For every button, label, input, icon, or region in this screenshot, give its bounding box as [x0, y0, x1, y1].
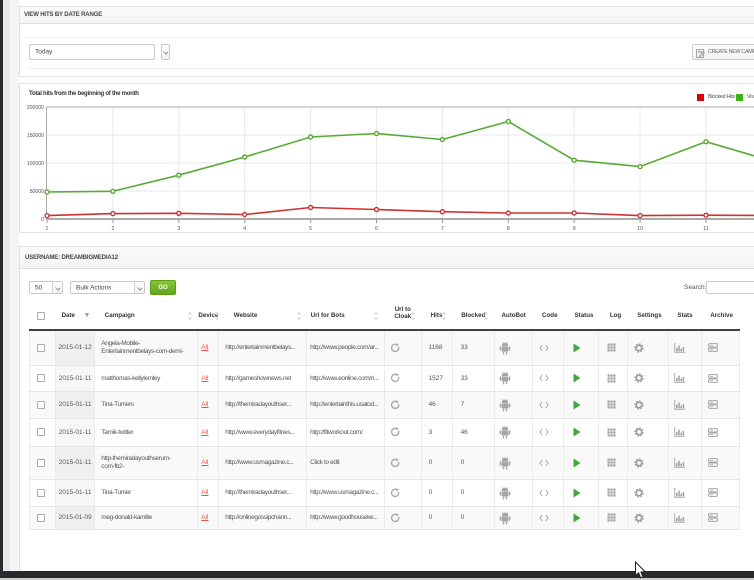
svg-text:8: 8: [507, 226, 510, 232]
svg-text:10: 10: [637, 226, 643, 232]
svg-text:0: 0: [41, 217, 44, 223]
svg-text:7: 7: [441, 226, 444, 232]
svg-text:150000: 150000: [27, 133, 44, 139]
svg-text:4: 4: [243, 226, 246, 232]
svg-text:50000: 50000: [30, 189, 45, 195]
svg-text:100000: 100000: [27, 161, 44, 167]
svg-text:5: 5: [309, 226, 312, 232]
svg-text:2: 2: [111, 226, 114, 232]
svg-text:9: 9: [573, 226, 576, 232]
svg-text:11: 11: [703, 226, 708, 232]
svg-text:6: 6: [375, 226, 378, 232]
svg-text:200000: 200000: [27, 105, 44, 111]
svg-text:3: 3: [177, 226, 180, 232]
svg-text:1: 1: [46, 226, 49, 232]
